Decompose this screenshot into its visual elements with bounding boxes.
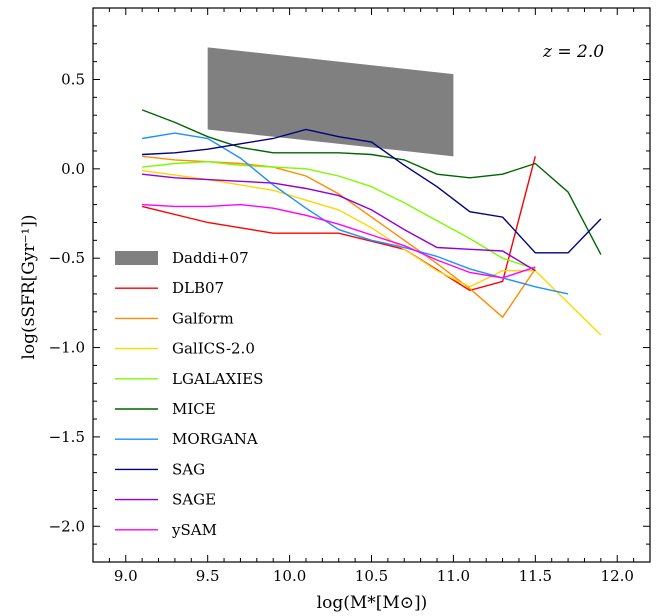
band-daddi07 bbox=[207, 47, 454, 157]
y-axis-label: log(sSFR[Gyr⁻¹]) bbox=[19, 214, 39, 359]
x-tick-label: 11.5 bbox=[519, 567, 552, 585]
y-tick-label: 0.0 bbox=[61, 160, 85, 178]
legend-label-sage: SAGE bbox=[172, 491, 216, 509]
series-line-lgalaxies bbox=[142, 160, 536, 270]
plot-area bbox=[141, 47, 602, 336]
legend-label-morgana: MORGANA bbox=[172, 430, 258, 448]
series-line-mice bbox=[141, 109, 602, 255]
y-tick-label: −1.5 bbox=[49, 428, 85, 446]
x-tick-label: 11.0 bbox=[437, 567, 470, 585]
x-tick-label: 9.5 bbox=[196, 567, 220, 585]
x-tick-label: 10.5 bbox=[355, 567, 388, 585]
legend-label-ysam: ySAM bbox=[171, 521, 217, 539]
legend-label-lgalaxies: LGALAXIES bbox=[172, 370, 263, 388]
series-line-ysam bbox=[142, 203, 536, 279]
legend: Daddi+07 DLB07 Galform GalICS-2.0 LGALAXIES M… bbox=[115, 249, 263, 539]
legend-label-mice: MICE bbox=[172, 400, 216, 418]
y-tick-label: −0.5 bbox=[49, 249, 85, 267]
legend-swatch-daddi07 bbox=[115, 251, 158, 265]
series-line-sage bbox=[142, 173, 536, 272]
series-line-morgana bbox=[141, 132, 569, 295]
series-line-dlb07 bbox=[141, 156, 536, 292]
x-tick-label: 9.0 bbox=[114, 567, 138, 585]
x-axis-label: log(M*[M⊙]) bbox=[317, 593, 428, 613]
legend-label-dlb07: DLB07 bbox=[172, 279, 224, 297]
y-tick-label: 0.5 bbox=[61, 70, 85, 88]
legend-label-galics-2-0: GalICS-2.0 bbox=[172, 340, 255, 358]
axes: 9.0 9.5 10.0 10.5 11.0 11.5 12.0 0.5 0.0 −0.5 −1.0… bbox=[49, 7, 651, 585]
legend-label-galform: Galform bbox=[172, 309, 234, 327]
legend-label-daddi07: Daddi+07 bbox=[172, 249, 249, 267]
series-line-sag bbox=[142, 128, 602, 254]
series-line-galics-2-0 bbox=[142, 169, 602, 336]
y-tick-label: −2.0 bbox=[49, 517, 85, 535]
x-tick-label: 10.0 bbox=[273, 567, 306, 585]
x-tick-label: 12.0 bbox=[601, 567, 634, 585]
y-tick-label: −1.0 bbox=[49, 339, 85, 357]
chart-annotation: z = 2.0 bbox=[542, 42, 604, 62]
legend-label-sag: SAG bbox=[172, 460, 205, 478]
